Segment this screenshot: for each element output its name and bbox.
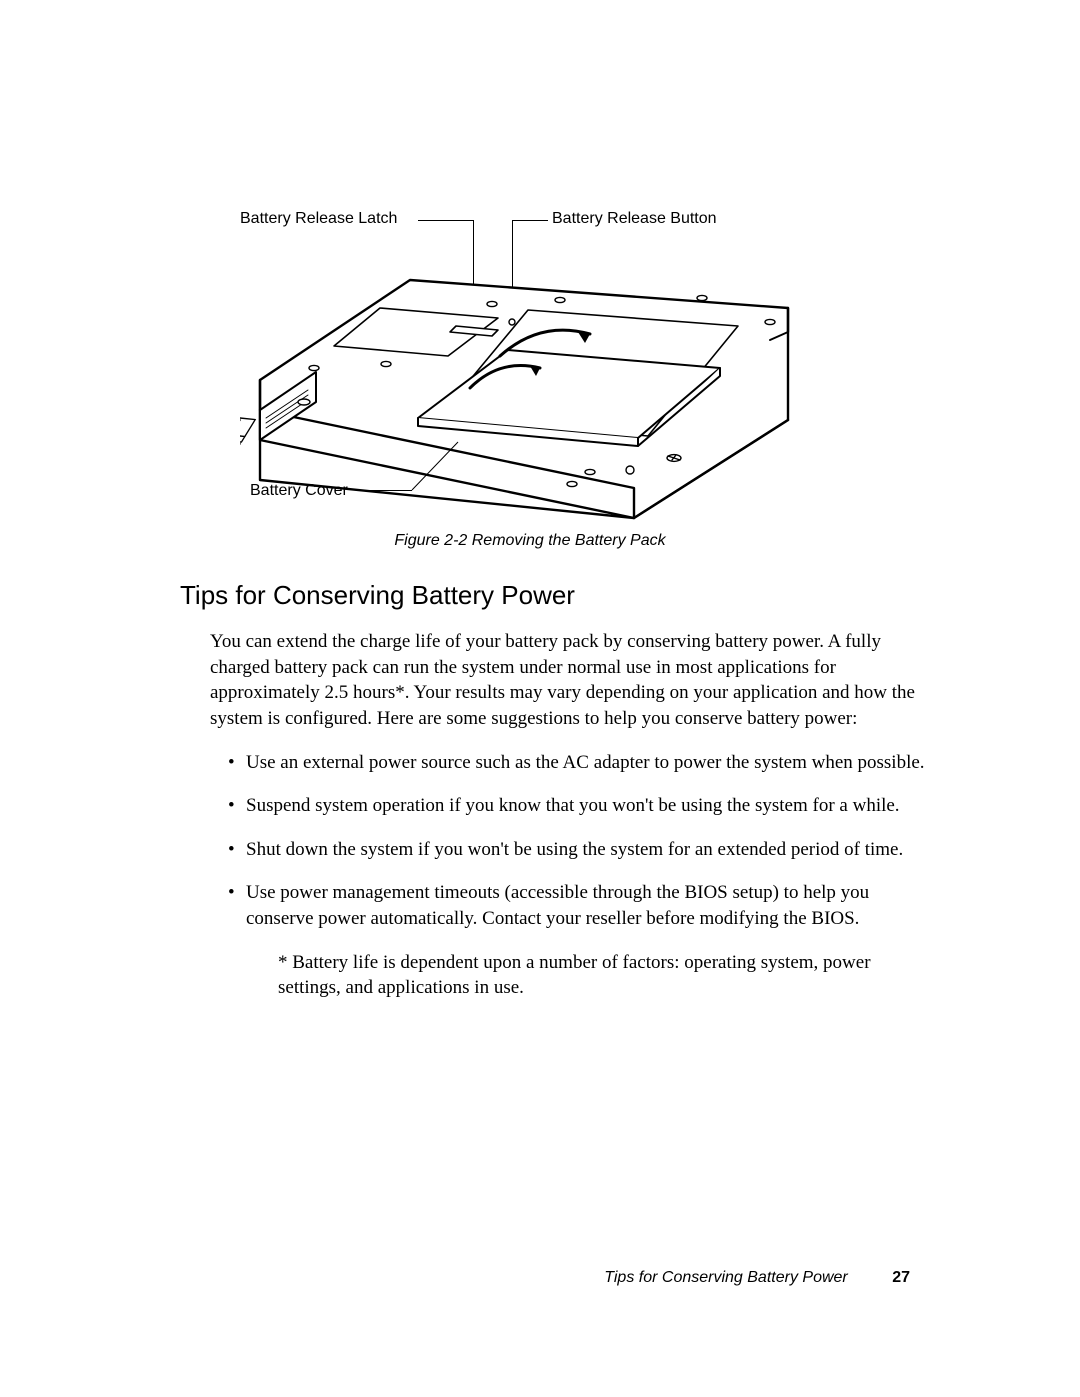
callout-row-top: Battery Release Latch Battery Release Bu… (240, 180, 820, 240)
callout-label-left: Battery Release Latch (240, 210, 397, 228)
list-item-text: Use power management timeouts (accessibl… (246, 882, 869, 929)
callout-label-bottom: Battery Cover (250, 482, 348, 500)
callout-leader-bottom-diagonal (410, 438, 470, 498)
intro-paragraph: You can extend the charge life of your b… (210, 629, 930, 732)
list-item-text: Suspend system operation if you know tha… (246, 795, 900, 816)
tips-list: Use an external power source such as the… (228, 750, 930, 932)
callout-leader-bottom (356, 490, 412, 491)
footer-title: Tips for Conserving Battery Power (604, 1269, 848, 1286)
figure-block: Battery Release Latch Battery Release Bu… (240, 180, 820, 550)
callout-leader-right (512, 220, 548, 221)
footnote: * Battery life is dependent upon a numbe… (278, 950, 930, 1001)
callout-leader-left (418, 220, 474, 221)
list-item: Shut down the system if you won't be usi… (228, 837, 930, 863)
list-item: Suspend system operation if you know tha… (228, 793, 930, 819)
body-text-block: You can extend the charge life of your b… (210, 629, 930, 1001)
figure-caption: Figure 2-2 Removing the Battery Pack (240, 532, 820, 550)
battery-diagram (240, 240, 800, 520)
callout-label-right: Battery Release Button (552, 210, 717, 228)
list-item: Use power management timeouts (accessibl… (228, 880, 930, 931)
section-heading: Tips for Conserving Battery Power (180, 580, 930, 611)
page-number: 27 (892, 1269, 910, 1286)
document-page: Battery Release Latch Battery Release Bu… (0, 0, 1080, 1397)
list-item-text: Use an external power source such as the… (246, 752, 925, 773)
list-item: Use an external power source such as the… (228, 750, 930, 776)
list-item-text: Shut down the system if you won't be usi… (246, 839, 903, 860)
page-footer: Tips for Conserving Battery Power 27 (0, 1269, 1080, 1287)
